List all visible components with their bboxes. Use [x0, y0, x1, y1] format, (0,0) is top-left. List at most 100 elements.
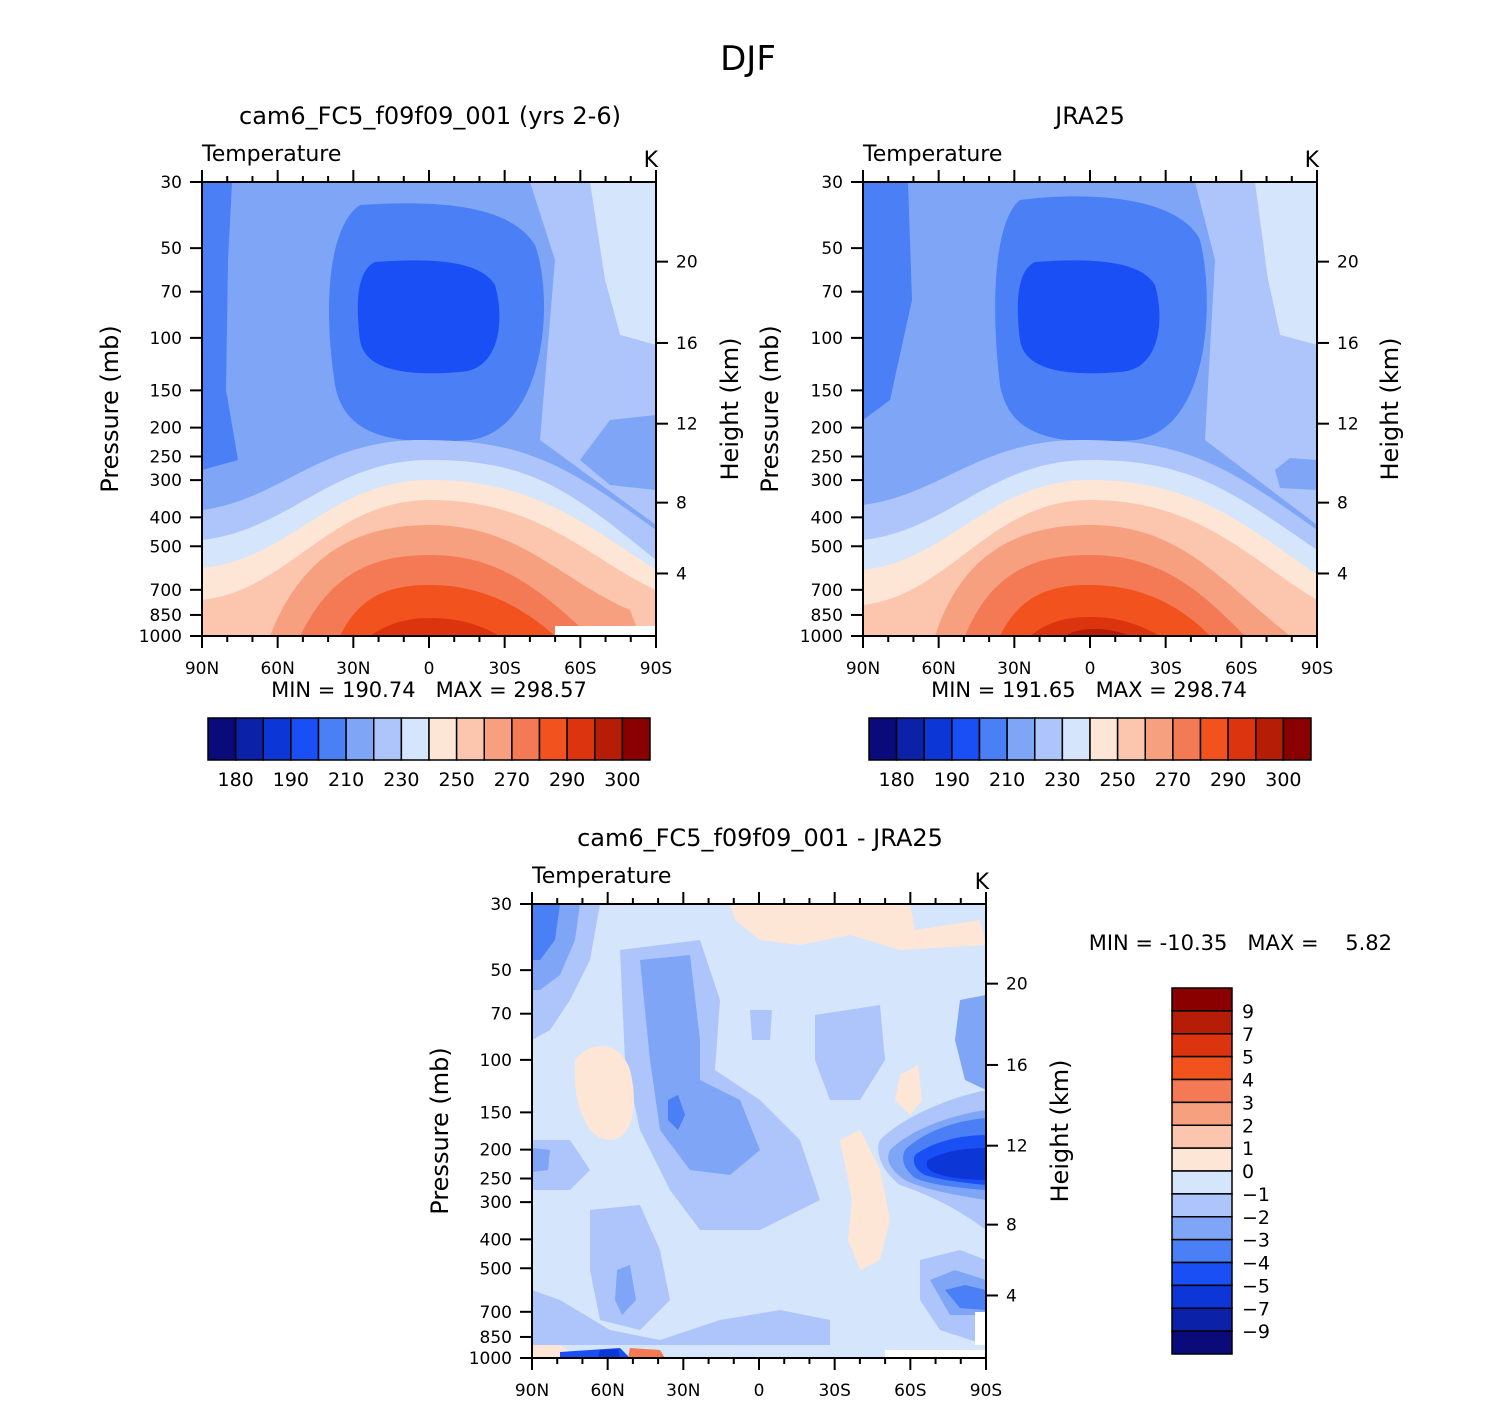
x-tick-label: 60S [564, 659, 596, 679]
panel-obs-field-label: Temperature [862, 142, 1002, 167]
y2-tick-label: 12 [1337, 415, 1359, 435]
y-tick-label: 500 [811, 537, 843, 557]
colorbar-swatch [428, 717, 458, 761]
colorbar-swatch [207, 717, 237, 761]
y-tick-label: 700 [811, 581, 843, 601]
colorbar-swatch [538, 717, 568, 761]
colorbar-swatch [1199, 717, 1229, 761]
colorbar-label: 2 [1242, 1115, 1254, 1137]
contour-band [863, 182, 912, 420]
colorbar-label: 290 [549, 769, 585, 791]
y-tick-label: 850 [480, 1328, 512, 1348]
panel-diff-units: K [975, 870, 990, 895]
panel-diff: cam6_FC5_f09f09_001 - JRA25 Temperature … [426, 824, 1392, 1401]
x-tick-label: 0 [424, 659, 435, 679]
y-tick-label: 300 [811, 471, 843, 491]
colorbar-swatch [868, 717, 898, 761]
y-tick-label: 300 [480, 1193, 512, 1213]
colorbar-swatch [455, 717, 485, 761]
colorbar-swatch [923, 717, 953, 761]
contour-band [815, 1005, 885, 1100]
colorbar-swatch [1171, 1238, 1233, 1264]
colorbar-swatch [1227, 717, 1257, 761]
y-tick-label: 70 [160, 283, 182, 303]
colorbar-swatch [566, 717, 596, 761]
y-tick-label: 400 [811, 508, 843, 528]
panel-obs-ticks [851, 170, 1329, 648]
colorbar-swatch [1171, 1124, 1233, 1149]
colorbar-label: 190 [273, 769, 309, 791]
y-tick-label: 250 [480, 1170, 512, 1190]
panel-model-ticks [190, 170, 668, 648]
colorbar-swatch [895, 717, 925, 761]
colorbar-label: 300 [604, 769, 640, 791]
colorbar-label: 0 [1242, 1161, 1254, 1183]
contour-band [628, 1348, 665, 1358]
contour-band [532, 1148, 550, 1172]
contour-band [590, 182, 656, 345]
colorbar-swatch [1171, 1330, 1233, 1355]
panel-diff-y-ticks: 90N 60N 30N 0 30S 60S 90S 30 50 70 100 150 200 250 300… [469, 895, 1028, 1401]
y-tick-label: 1000 [800, 627, 843, 647]
x-tick-label: 30S [488, 659, 520, 679]
panel-model-units: K [644, 148, 659, 173]
y-tick-label: 500 [150, 537, 182, 557]
colorbar-label: 180 [217, 769, 253, 791]
contour-band [1255, 182, 1317, 345]
x-tick-label: 90S [640, 659, 672, 679]
colorbar-swatch [317, 717, 347, 761]
panel-obs-ylabel: Pressure (mb) [756, 325, 784, 492]
contour-band [926, 1148, 986, 1180]
panel-diff-stats: MIN = -10.35 MAX = 5.82 [1089, 931, 1392, 955]
colorbar-swatch [1171, 1307, 1233, 1332]
x-tick-label: 60S [1225, 659, 1257, 679]
y-tick-label: 400 [480, 1230, 512, 1250]
y-tick-label: 400 [150, 508, 182, 528]
colorbar-swatch [1282, 717, 1312, 761]
contour-band [370, 618, 500, 636]
colorbar-label: −1 [1242, 1184, 1270, 1206]
contour-band [1195, 182, 1317, 525]
panel-obs-contours [863, 182, 1317, 636]
x-tick-label: 30N [997, 659, 1031, 679]
panel-model-contours [202, 182, 656, 636]
y-tick-label: 150 [150, 381, 182, 401]
colorbar-swatch [1172, 717, 1202, 761]
colorbar-swatch [511, 717, 541, 761]
colorbar-label: 180 [878, 769, 914, 791]
y-tick-label: 250 [150, 448, 182, 468]
contour-band [532, 904, 560, 960]
figure-title: DJF [720, 39, 776, 79]
contour-band [580, 415, 656, 490]
colorbar-swatch [234, 717, 264, 761]
colorbar-swatch [951, 717, 981, 761]
y-tick-label: 100 [811, 329, 843, 349]
colorbar-swatch [1171, 987, 1233, 1012]
y2-tick-label: 4 [1006, 1286, 1017, 1306]
y-tick-label: 50 [821, 239, 843, 259]
x-tick-label: 90S [1301, 659, 1333, 679]
colorbar-swatch [1255, 717, 1285, 761]
colorbar-swatch [594, 717, 624, 761]
panel-diff-field-label: Temperature [531, 864, 671, 889]
x-tick-label: 0 [754, 1381, 765, 1401]
colorbar-swatch [1171, 1101, 1233, 1126]
y-tick-label: 850 [811, 606, 843, 626]
colorbar-swatch [1171, 1055, 1233, 1081]
panel-diff-y2label: Height (km) [1046, 1060, 1074, 1203]
y2-tick-label: 8 [1337, 494, 1348, 514]
x-tick-label: 60N [921, 659, 955, 679]
contour-band [840, 1130, 890, 1270]
y-tick-label: 200 [150, 419, 182, 439]
y-tick-label: 30 [160, 173, 182, 193]
panel-model-y-ticks: 90N 60N 30N 0 30S 60S 90S 30 50 70 100 150 200 250 300… [139, 173, 698, 679]
x-tick-label: 90N [846, 659, 880, 679]
panel-obs: JRA25 Temperature K 90N 60N 30N 0 30S 60S 90S 3… [756, 102, 1404, 791]
colorbar-label: 250 [1099, 769, 1135, 791]
y2-tick-label: 16 [1337, 334, 1359, 354]
y-tick-label: 100 [480, 1051, 512, 1071]
contour-band [1030, 617, 1160, 636]
y-tick-label: 100 [150, 329, 182, 349]
panel-diff-ylabel: Pressure (mb) [426, 1047, 454, 1214]
x-tick-label: 60S [894, 1381, 926, 1401]
